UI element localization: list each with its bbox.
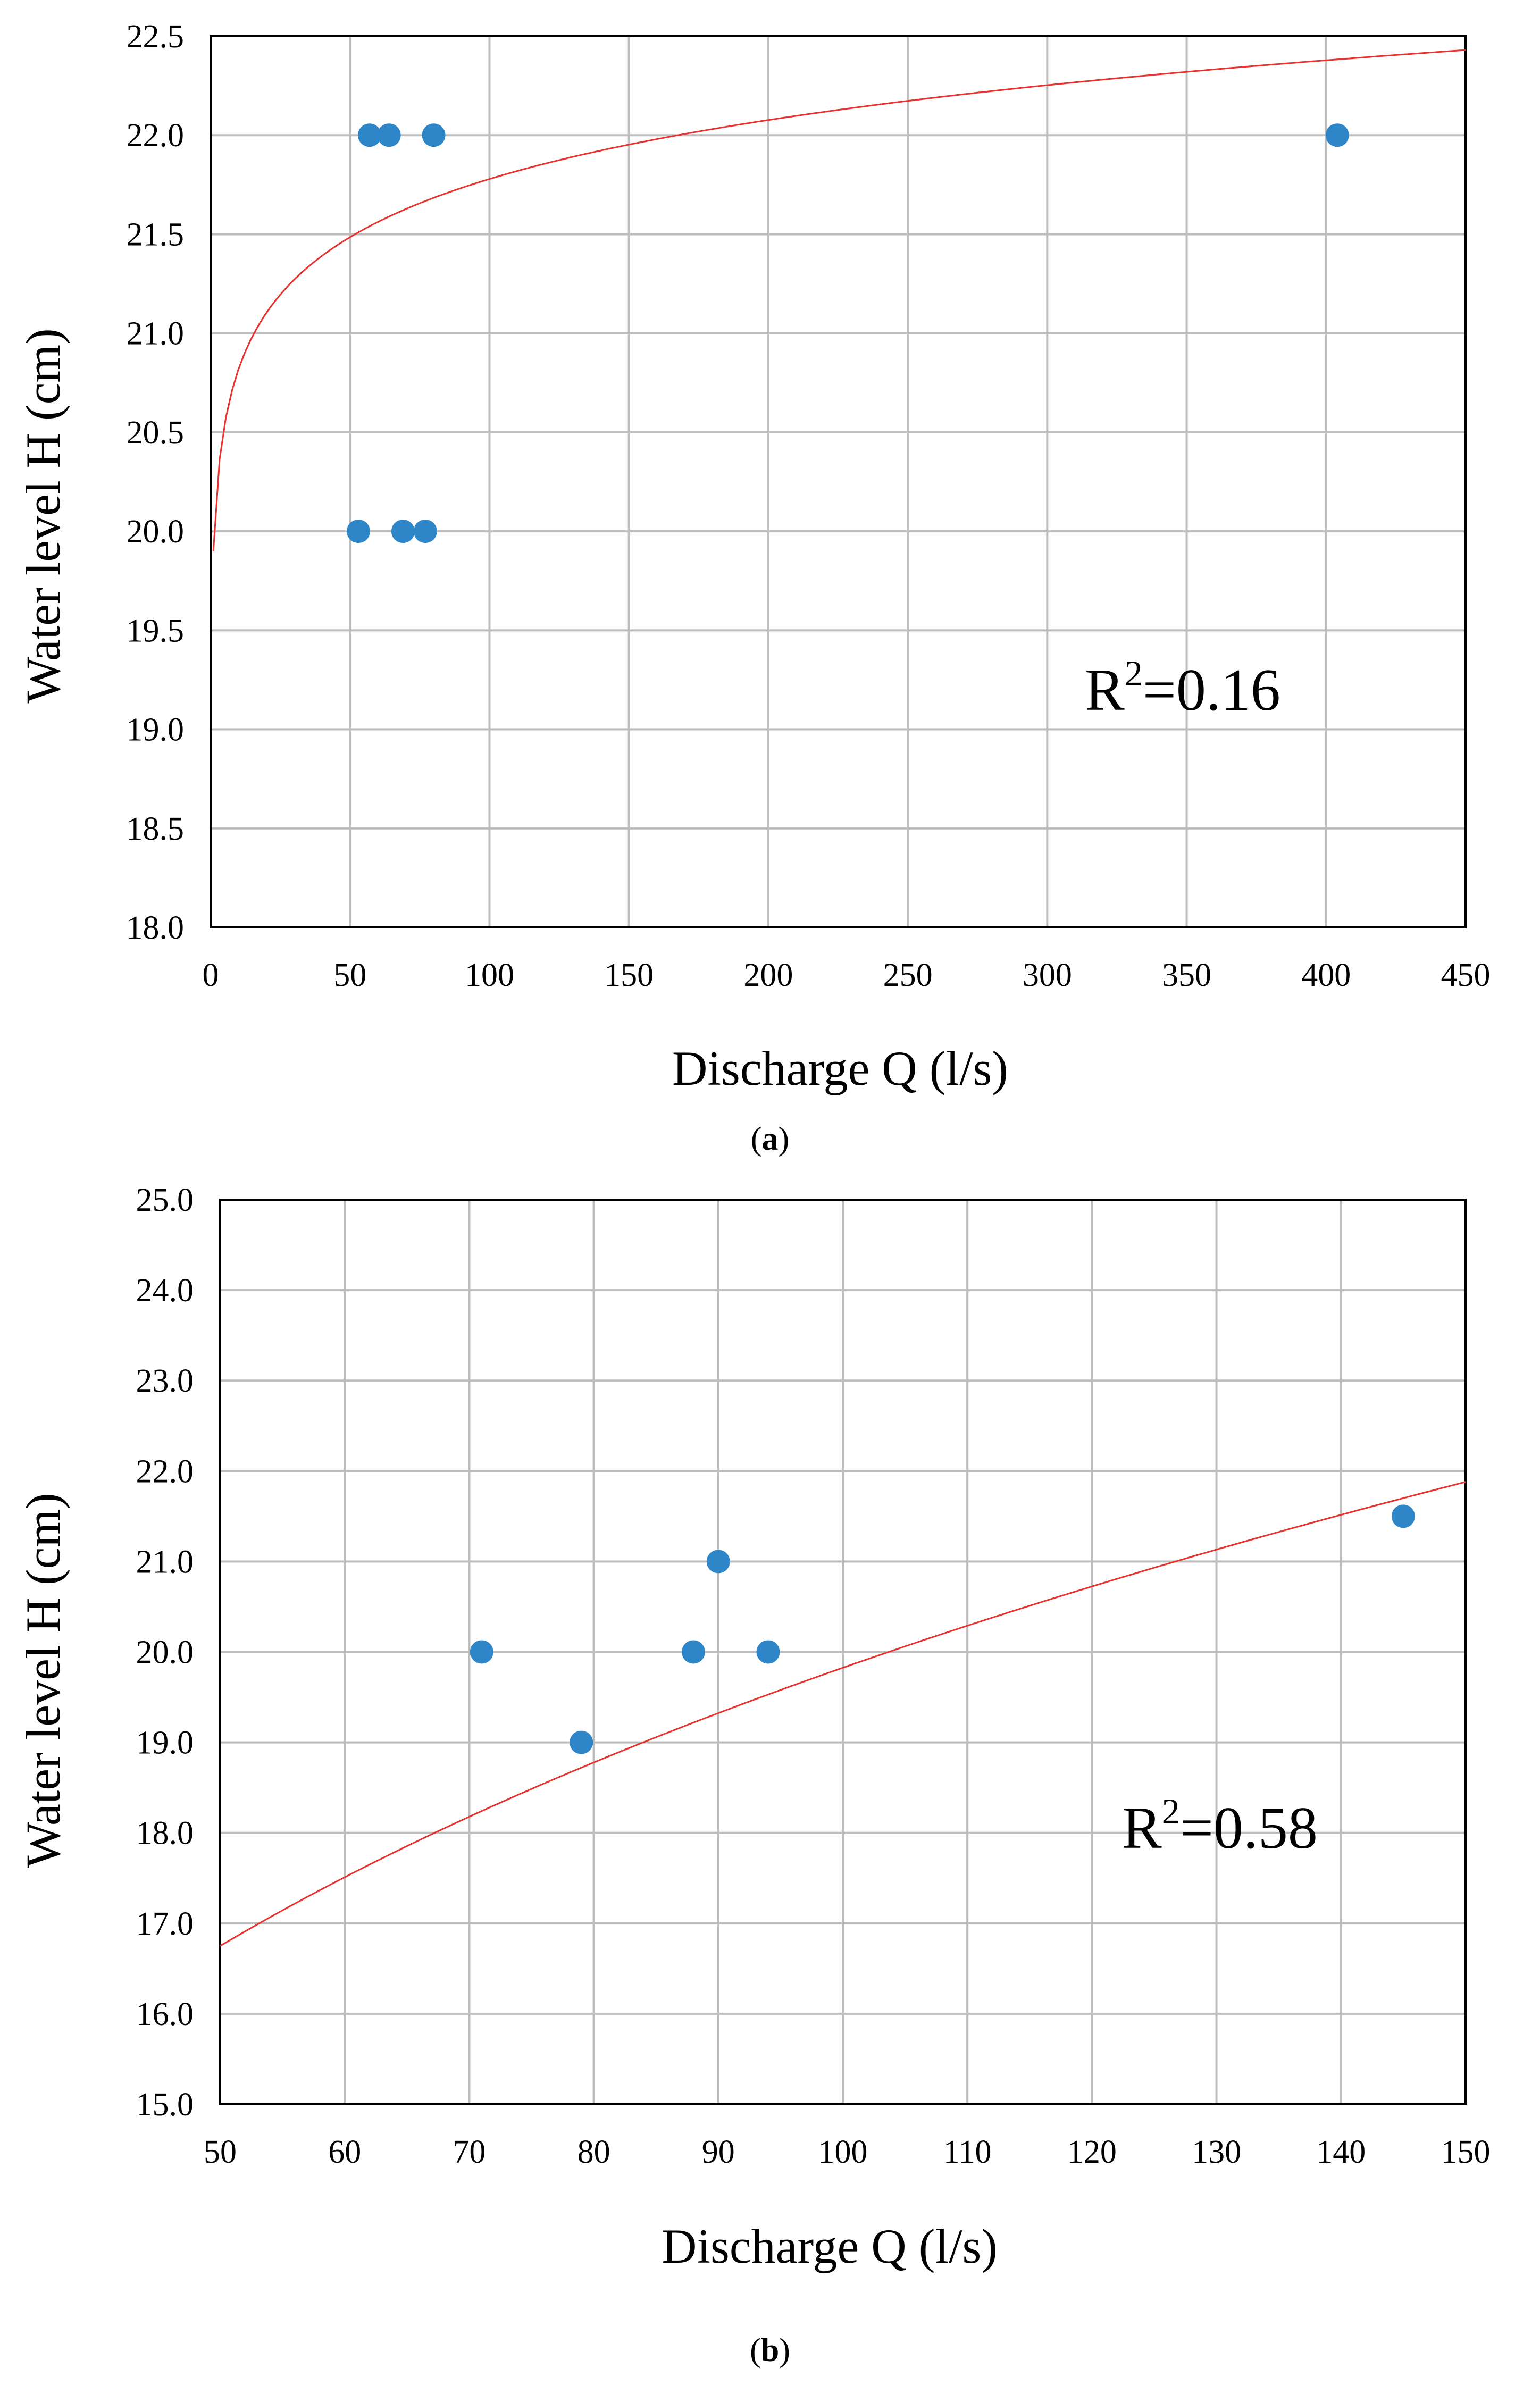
- caption-b-letter: b: [761, 2332, 779, 2369]
- point-a-5: [391, 520, 415, 543]
- x-tick-b-0: 50: [204, 2134, 237, 2170]
- y-tick-b-0: 15.0: [136, 2087, 194, 2123]
- y-tick-b-5: 20.0: [136, 1635, 194, 1671]
- x-axis-label-b: Discharge Q (l/s): [662, 2219, 998, 2273]
- x-tick-a-7: 350: [1162, 957, 1211, 993]
- x-tick-b-5: 100: [818, 2134, 868, 2170]
- point-b-2: [681, 1640, 705, 1664]
- y-tick-b-10: 25.0: [136, 1182, 194, 1218]
- grid-a: [210, 35, 1467, 928]
- grid-b: [219, 1199, 1467, 2105]
- y-tick-b-1: 16.0: [136, 1996, 194, 2032]
- x-tick-a-6: 300: [1023, 957, 1072, 993]
- y-ticks-b: 15.0 16.0 17.0 18.0 19.0 20.0 21.0 22.0 23.0 24.0…: [136, 1182, 194, 2123]
- point-a-1: [377, 123, 401, 147]
- r-squared-a: R2=0.16: [1085, 653, 1280, 723]
- caption-a-letter: a: [762, 1121, 779, 1157]
- y-tick-b-6: 21.0: [136, 1544, 194, 1580]
- y-tick-a-5: 20.5: [127, 415, 185, 451]
- x-tick-a-2: 100: [465, 957, 514, 993]
- plot-frame-a: [210, 35, 1467, 928]
- points-b: [470, 1504, 1415, 1754]
- y-tick-a-8: 22.0: [127, 118, 185, 154]
- x-tick-b-1: 60: [328, 2134, 361, 2170]
- y-tick-a-0: 18.0: [127, 910, 185, 946]
- y-axis-label-b: Water level H (cm): [16, 1493, 70, 1868]
- r2-rest-a: =0.16: [1143, 657, 1280, 723]
- x-tick-a-3: 150: [604, 957, 654, 993]
- point-b-0: [470, 1640, 493, 1664]
- y-ticks-a: 18.0 18.5 19.0 19.5 20.0 20.5 21.0 21.5 22.0 22.5: [127, 19, 185, 946]
- y-tick-b-7: 22.0: [136, 1453, 194, 1489]
- caption-b: (b): [750, 2332, 790, 2369]
- y-tick-a-9: 22.5: [127, 19, 185, 55]
- point-a-3: [1325, 123, 1349, 147]
- x-tick-a-9: 450: [1441, 957, 1491, 993]
- y-tick-b-8: 23.0: [136, 1363, 194, 1399]
- r2-sup-a: 2: [1125, 653, 1143, 693]
- plot-frame-b: [219, 1199, 1467, 2105]
- r-squared-b: R2=0.58: [1122, 1791, 1318, 1861]
- y-tick-a-1: 18.5: [127, 811, 185, 847]
- r2-base-b: R: [1122, 1795, 1162, 1861]
- point-a-0: [357, 123, 381, 147]
- x-tick-a-1: 50: [333, 957, 366, 993]
- x-tick-b-3: 80: [577, 2134, 610, 2170]
- x-tick-a-4: 200: [743, 957, 793, 993]
- r2-sup-b: 2: [1162, 1791, 1180, 1831]
- r2-base-a: R: [1085, 657, 1125, 723]
- y-axis-label-a: Water level H (cm): [16, 328, 70, 703]
- point-a-4: [346, 520, 370, 543]
- point-b-5: [1391, 1504, 1415, 1528]
- y-tick-a-3: 19.5: [127, 613, 185, 649]
- y-tick-b-4: 19.0: [136, 1725, 194, 1761]
- y-tick-a-7: 21.5: [127, 216, 185, 253]
- point-b-3: [706, 1550, 730, 1574]
- x-ticks-b: 50 60 70 80 90 100 110 120 130 140 150: [204, 2134, 1491, 2170]
- x-tick-a-0: 0: [203, 957, 219, 993]
- y-tick-b-9: 24.0: [136, 1273, 194, 1309]
- point-b-1: [570, 1730, 593, 1754]
- points-a: [346, 123, 1349, 543]
- point-a-6: [413, 520, 437, 543]
- x-tick-a-8: 400: [1301, 957, 1351, 993]
- trendline-b: [220, 1481, 1466, 1947]
- x-ticks-a: 0 50 100 150 200 250 300 350 400 450: [203, 957, 1491, 993]
- y-tick-a-2: 19.0: [127, 712, 185, 748]
- x-tick-a-5: 250: [883, 957, 933, 993]
- x-tick-b-6: 110: [943, 2134, 992, 2170]
- caption-a: (a): [751, 1121, 789, 1157]
- trendline-a: [212, 49, 1466, 551]
- chart-b: 50 60 70 80 90 100 110 120 130 140 150 15.0 16.0 17.…: [16, 1182, 1491, 2369]
- x-tick-b-4: 90: [702, 2134, 735, 2170]
- x-tick-b-7: 120: [1067, 2134, 1117, 2170]
- x-tick-b-8: 130: [1192, 2134, 1241, 2170]
- y-tick-a-6: 21.0: [127, 316, 185, 352]
- y-tick-a-4: 20.0: [127, 514, 185, 550]
- x-tick-b-10: 150: [1441, 2134, 1491, 2170]
- chart-a: 0 50 100 150 200 250 300 350 400 450 18.0 18.5 19.0…: [16, 19, 1491, 1157]
- r2-rest-b: =0.58: [1180, 1795, 1318, 1861]
- x-axis-label-a: Discharge Q (l/s): [672, 1041, 1008, 1095]
- x-tick-b-2: 70: [453, 2134, 486, 2170]
- point-a-2: [422, 123, 446, 147]
- point-b-4: [756, 1640, 780, 1664]
- y-tick-b-2: 17.0: [136, 1906, 194, 1942]
- y-tick-b-3: 18.0: [136, 1815, 194, 1852]
- x-tick-b-9: 140: [1316, 2134, 1366, 2170]
